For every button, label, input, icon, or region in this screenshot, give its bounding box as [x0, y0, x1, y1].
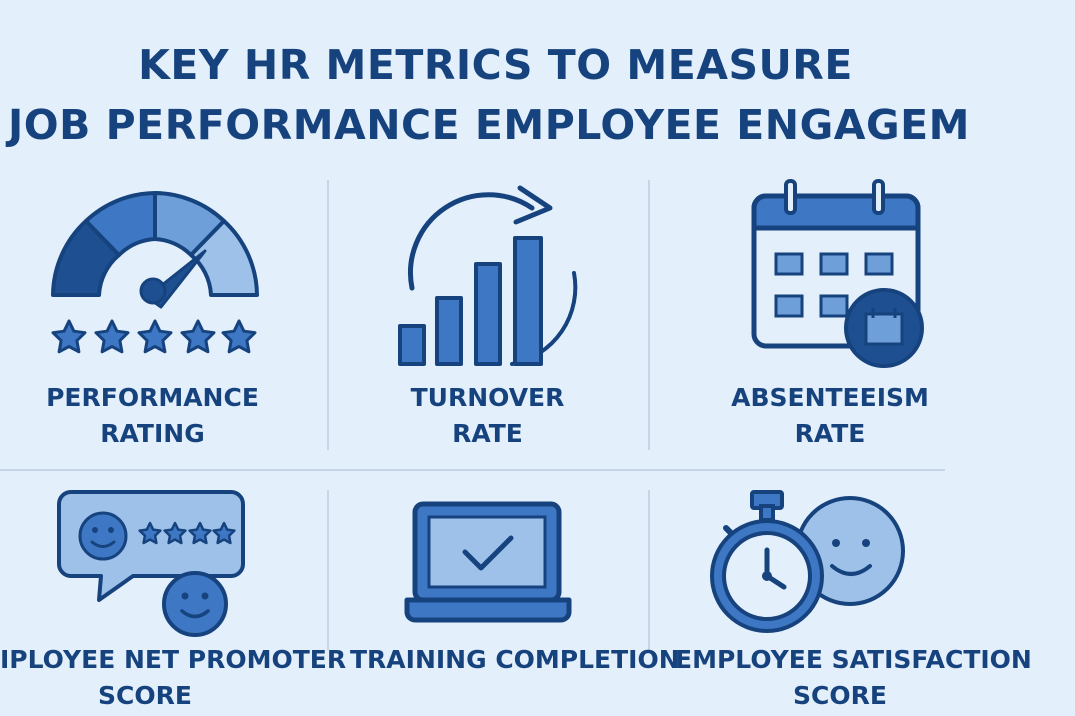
column-divider-1 — [327, 180, 329, 450]
metric-label-training-completion: TRAINING COMPLETION — [350, 642, 680, 678]
metric-label-line-1: TRAINING COMPLETION — [350, 645, 680, 674]
row-divider — [0, 469, 945, 471]
metric-label-line-2: RATING — [100, 419, 205, 448]
bubble-star-2 — [163, 521, 187, 545]
metric-label-line-1: TURNOVER — [410, 383, 565, 412]
stopwatch-smiley-icon — [710, 490, 905, 633]
metric-label-line-2: SCORE — [793, 681, 887, 710]
laptop-check-icon — [404, 501, 572, 623]
metric-label-turnover-rate: TURNOVER RATE — [355, 380, 620, 452]
column-divider-4 — [648, 490, 650, 650]
metric-label-line-1: PERFORMANCE — [46, 383, 259, 412]
calendar-icon — [751, 179, 924, 368]
bubble-star-4 — [212, 521, 236, 545]
rating-star-5 — [221, 319, 257, 354]
metric-label-absenteeism-rate: ABSENTEEISM RATE — [695, 380, 965, 452]
metric-label-line-2: RATE — [794, 419, 866, 448]
feedback-bubble-icon — [57, 490, 245, 637]
metric-label-line-1: IPLOYEE NET PROMOTER — [0, 645, 347, 674]
metric-label-line-1: ABSENTEEISM — [731, 383, 929, 412]
page-title-line-1: KEY HR METRICS TO MEASURE — [138, 41, 853, 89]
rating-star-2 — [94, 319, 130, 354]
rating-star-4 — [180, 319, 216, 354]
bubble-star-1 — [138, 521, 162, 545]
bar-chart-icon — [398, 185, 578, 366]
page-title-line-2: JOB PERFORMANCE EMPLOYEE ENGAGEM — [8, 101, 970, 149]
column-divider-2 — [648, 180, 650, 450]
metric-label-employee-satisfaction-score: EMPLOYEE SATISFACTION SCORE — [675, 642, 1032, 714]
metric-label-line-1: EMPLOYEE SATISFACTION — [675, 645, 1032, 674]
metric-label-line-2: RATE — [452, 419, 523, 448]
column-divider-3 — [327, 490, 329, 650]
rating-star-3 — [137, 319, 173, 354]
gauge-icon — [51, 191, 259, 354]
metric-label-line-2: SCORE — [98, 681, 192, 710]
metric-label-performance-rating: PERFORMANCE RATING — [20, 380, 285, 452]
bubble-star-3 — [188, 521, 212, 545]
metric-label-employee-net-promoter-score: IPLOYEE NET PROMOTER SCORE — [0, 642, 347, 714]
rating-star-1 — [51, 319, 87, 354]
